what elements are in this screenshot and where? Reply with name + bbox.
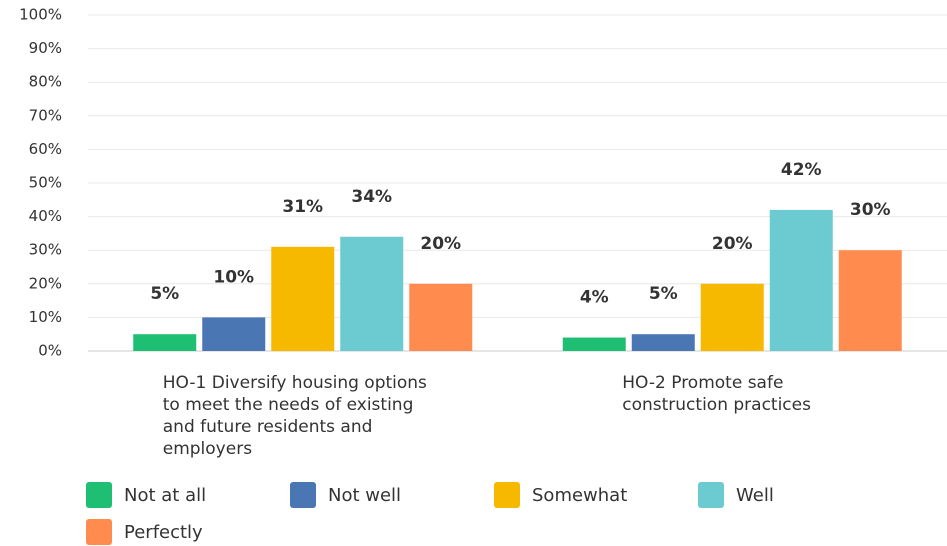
- legend-swatch: [86, 519, 112, 545]
- legend-swatch: [86, 482, 112, 508]
- y-tick-label: 10%: [29, 308, 62, 326]
- x-tick-label-box: HO-1 Diversify housing options to meet t…: [103, 372, 503, 460]
- bar: [631, 334, 695, 351]
- bar: [700, 283, 764, 351]
- x-tick-label-box: HO-2 Promote safe construction practices: [532, 372, 932, 416]
- value-label: 5%: [649, 284, 678, 304]
- legend-swatch: [698, 482, 724, 508]
- bar: [562, 337, 626, 351]
- y-tick-label: 60%: [29, 140, 62, 158]
- x-tick-label: HO-2 Promote safe construction practices: [622, 373, 811, 415]
- legend-label: Not at all: [124, 484, 207, 506]
- legend-item: Well: [698, 482, 774, 508]
- x-tick-label: HO-1 Diversify housing options to meet t…: [162, 373, 427, 459]
- bar: [133, 334, 197, 351]
- value-label: 10%: [213, 267, 254, 287]
- value-label: 34%: [351, 187, 392, 207]
- value-label: 30%: [850, 200, 891, 220]
- legend-label: Somewhat: [532, 484, 628, 506]
- value-label: 20%: [420, 234, 461, 254]
- y-tick-label: 50%: [29, 174, 62, 192]
- legend-label: Not well: [328, 484, 402, 506]
- y-tick-label: 20%: [29, 274, 62, 292]
- bar: [769, 209, 833, 351]
- value-label: 31%: [282, 197, 323, 217]
- value-label: 4%: [580, 288, 609, 308]
- legend-swatch: [290, 482, 316, 508]
- bar: [271, 246, 335, 351]
- legend-label: Well: [736, 484, 774, 506]
- value-label: 5%: [150, 284, 179, 304]
- legend-label: Perfectly: [124, 521, 203, 543]
- legend-swatch: [494, 482, 520, 508]
- value-label: 42%: [781, 160, 822, 180]
- legend-item: Somewhat: [494, 482, 627, 508]
- legend-item: Not well: [290, 482, 401, 508]
- bar: [409, 283, 473, 351]
- bar: [202, 317, 266, 351]
- legend-item: Perfectly: [86, 519, 203, 545]
- legend-item: Not at all: [86, 482, 206, 508]
- value-label: 20%: [712, 234, 753, 254]
- y-tick-label: 30%: [29, 241, 62, 259]
- y-tick-label: 0%: [38, 342, 62, 360]
- y-tick-label: 90%: [29, 39, 62, 57]
- y-tick-label: 100%: [19, 6, 62, 24]
- y-tick-label: 40%: [29, 207, 62, 225]
- bar: [838, 250, 902, 351]
- y-tick-label: 80%: [29, 73, 62, 91]
- y-tick-label: 70%: [29, 106, 62, 124]
- bar: [340, 236, 404, 351]
